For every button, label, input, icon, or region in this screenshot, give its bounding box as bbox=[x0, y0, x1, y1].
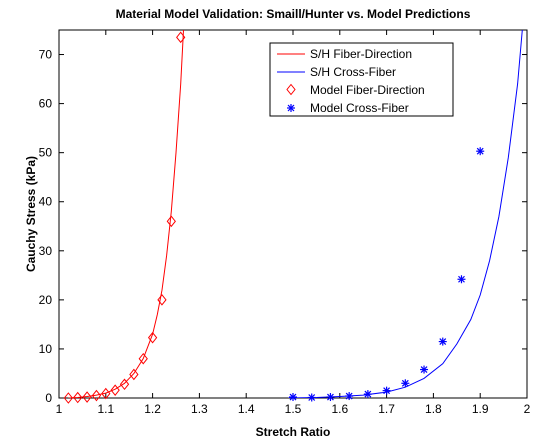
point-model-fiber-direction bbox=[138, 352, 148, 365]
legend-label-model-cross: Model Cross-Fiber bbox=[310, 101, 409, 115]
point-model-cross-fiber bbox=[289, 393, 297, 402]
point-model-fiber-direction bbox=[91, 389, 102, 402]
x-tick-label: 1.8 bbox=[425, 402, 442, 416]
chart-title: Material Model Validation: Smaill/Hunter… bbox=[116, 7, 471, 21]
y-axis-label: Cauchy Stress (kPa) bbox=[24, 156, 38, 272]
point-model-fiber-direction bbox=[157, 294, 167, 306]
y-tick-label: 20 bbox=[39, 293, 53, 307]
legend-swatch-model-cross bbox=[287, 104, 295, 112]
legend-star-marker bbox=[287, 104, 295, 112]
y-tick-label: 50 bbox=[39, 146, 53, 160]
point-model-fiber-direction bbox=[176, 31, 186, 44]
point-model-fiber-direction bbox=[63, 392, 74, 404]
x-tick-label: 1 bbox=[56, 402, 63, 416]
point-model-fiber-direction bbox=[147, 331, 158, 344]
x-tick-label: 1.7 bbox=[378, 402, 395, 416]
x-tick-label: 1.1 bbox=[97, 402, 114, 416]
point-model-cross-fiber bbox=[420, 365, 429, 374]
point-model-cross-fiber bbox=[401, 379, 410, 388]
y-tick-label: 40 bbox=[39, 195, 53, 209]
x-tick-label: 2 bbox=[524, 402, 531, 416]
series-line-s-h-fiber-direction bbox=[68, 30, 184, 398]
data-series bbox=[63, 30, 523, 404]
legend-box bbox=[269, 42, 454, 117]
point-model-cross-fiber bbox=[363, 390, 372, 399]
x-tick-label: 1.6 bbox=[331, 402, 348, 416]
x-tick-label: 1.2 bbox=[144, 402, 161, 416]
x-tick-label: 1.4 bbox=[238, 402, 255, 416]
y-tick-label: 10 bbox=[39, 342, 53, 356]
x-tick-label: 1.3 bbox=[191, 402, 208, 416]
point-model-fiber-direction bbox=[166, 215, 176, 228]
legend: S/H Fiber-Direction S/H Cross-Fiber Mode… bbox=[269, 42, 454, 117]
point-model-cross-fiber bbox=[345, 392, 354, 401]
point-model-cross-fiber bbox=[326, 393, 335, 402]
x-tick-label: 1.9 bbox=[472, 402, 489, 416]
x-tick-label: 1.5 bbox=[285, 402, 302, 416]
legend-swatch-model-fiber bbox=[286, 83, 296, 96]
point-model-cross-fiber bbox=[457, 275, 466, 284]
point-model-fiber-direction bbox=[119, 378, 130, 391]
point-model-fiber-direction bbox=[73, 391, 83, 404]
x-axis-label: Stretch Ratio bbox=[256, 425, 331, 439]
y-tick-label: 0 bbox=[45, 391, 52, 405]
point-model-cross-fiber bbox=[438, 337, 447, 346]
legend-label-sh-fiber: S/H Fiber-Direction bbox=[310, 47, 412, 61]
point-model-cross-fiber bbox=[476, 147, 485, 156]
point-model-fiber-direction bbox=[129, 368, 139, 381]
legend-label-sh-cross: S/H Cross-Fiber bbox=[310, 65, 396, 79]
point-model-cross-fiber bbox=[307, 393, 316, 402]
y-tick-label: 30 bbox=[39, 244, 53, 258]
legend-label-model-fiber: Model Fiber-Direction bbox=[310, 83, 425, 97]
point-model-fiber-direction bbox=[101, 387, 111, 400]
point-model-fiber-direction bbox=[110, 384, 120, 396]
point-model-fiber-direction bbox=[82, 391, 92, 403]
point-model-cross-fiber bbox=[382, 386, 391, 395]
y-tick-label: 60 bbox=[39, 97, 53, 111]
y-tick-label: 70 bbox=[39, 48, 53, 62]
axis-ticks: 1 1.1 1.2 1.3 1.4 1.5 1.6 1.7 1.8 1.9 201020304050… bbox=[39, 30, 531, 416]
